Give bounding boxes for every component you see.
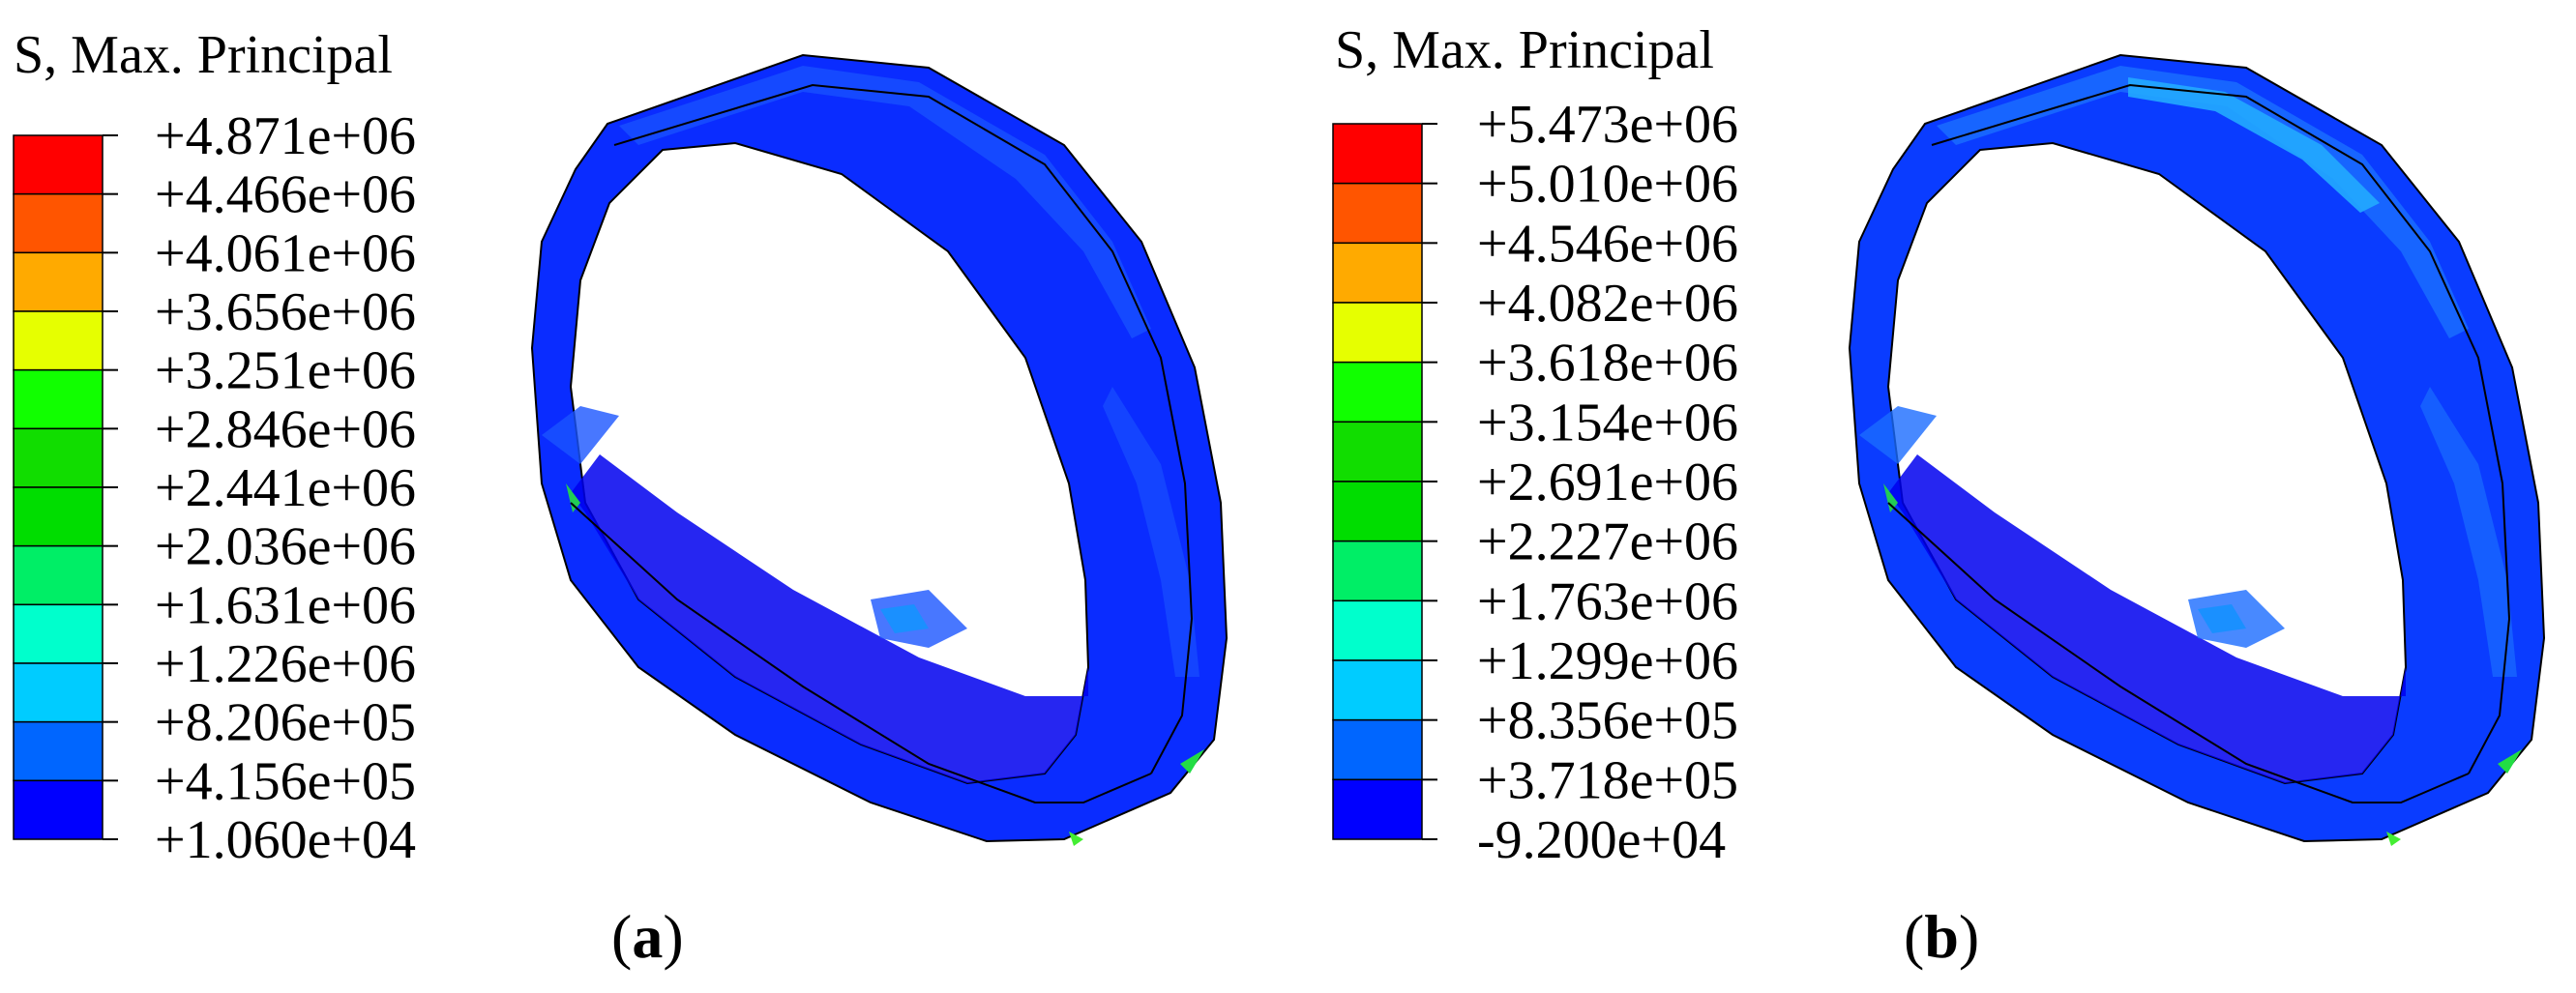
legend-tick-label: -9.200e+04 (1477, 810, 1726, 870)
legend-tick-label: +2.227e+06 (1477, 512, 1738, 572)
legend-swatch (13, 251, 104, 312)
legend-swatch (13, 310, 104, 371)
legend-tick-label: +3.718e+05 (1477, 750, 1738, 810)
legend-swatch (13, 544, 104, 606)
legend-swatch (13, 662, 104, 723)
legend-tick-label: +2.441e+06 (155, 458, 416, 518)
legend-swatch (1332, 778, 1423, 840)
legend-tick-label: +3.656e+06 (155, 282, 416, 342)
legend-swatch (1332, 361, 1423, 423)
legend-tick-label: +3.251e+06 (155, 341, 416, 401)
legend-swatch (1332, 599, 1423, 661)
legend-tick-label: +2.691e+06 (1477, 453, 1738, 512)
legend-tick-label: +1.299e+06 (1477, 631, 1738, 691)
legend-tick-label: +2.036e+06 (155, 517, 416, 577)
legend-swatch (13, 427, 104, 488)
legend-swatch (13, 368, 104, 430)
legend-title-b: S, Max. Principal (1335, 20, 1714, 80)
panel-b: S, Max. Principal +5.473e+06+5.010e+06+4… (1332, 20, 2546, 971)
legend-swatch (1332, 182, 1423, 245)
legend-title-a: S, Max. Principal (14, 25, 393, 85)
legend-tick-label: +4.061e+06 (155, 223, 416, 283)
legend-swatch (1332, 659, 1423, 721)
legend-tick-label: +1.060e+04 (155, 810, 416, 870)
legend-tick-label: +5.473e+06 (1477, 95, 1738, 155)
legend-tick-label: +5.010e+06 (1477, 155, 1738, 215)
legend-swatch (1332, 481, 1423, 542)
legend-swatch (1332, 242, 1423, 304)
legend-swatch (1332, 718, 1423, 781)
legend-tick-label: +2.846e+06 (155, 399, 416, 459)
legend-tick-label: +4.871e+06 (155, 106, 416, 166)
legend-swatch (1332, 540, 1423, 602)
legend-swatch (1332, 302, 1423, 364)
legend-swatch (1332, 123, 1423, 185)
legend-tick-label: +8.356e+05 (1477, 691, 1738, 751)
tunnel-model-a (530, 53, 1229, 846)
panel-a: S, Max. Principal +4.871e+06+4.466e+06+4… (13, 25, 1229, 971)
legend-tick-label: +4.546e+06 (1477, 214, 1738, 274)
color-legend-b: +5.473e+06+5.010e+06+4.546e+06+4.082e+06… (1332, 95, 1738, 870)
legend-tick-label: +4.156e+05 (155, 751, 416, 811)
caption-a: (a) (611, 902, 684, 971)
legend-tick-label: +3.154e+06 (1477, 393, 1738, 453)
legend-tick-label: +1.763e+06 (1477, 571, 1738, 631)
legend-swatch (13, 192, 104, 254)
legend-swatch (13, 134, 104, 195)
legend-tick-label: +4.466e+06 (155, 165, 416, 225)
tunnel-model-b (1848, 53, 2546, 846)
legend-swatch (1332, 421, 1423, 482)
legend-swatch (13, 779, 104, 840)
caption-b: (b) (1904, 902, 1979, 971)
legend-swatch (13, 486, 104, 547)
legend-tick-label: +1.226e+06 (155, 634, 416, 694)
legend-swatch (13, 720, 104, 782)
legend-tick-label: +4.082e+06 (1477, 274, 1738, 334)
legend-tick-label: +8.206e+05 (155, 693, 416, 753)
legend-tick-label: +3.618e+06 (1477, 334, 1738, 394)
legend-tick-label: +1.631e+06 (155, 575, 416, 635)
legend-swatch (13, 603, 104, 664)
color-legend-a: +4.871e+06+4.466e+06+4.061e+06+3.656e+06… (13, 106, 416, 870)
